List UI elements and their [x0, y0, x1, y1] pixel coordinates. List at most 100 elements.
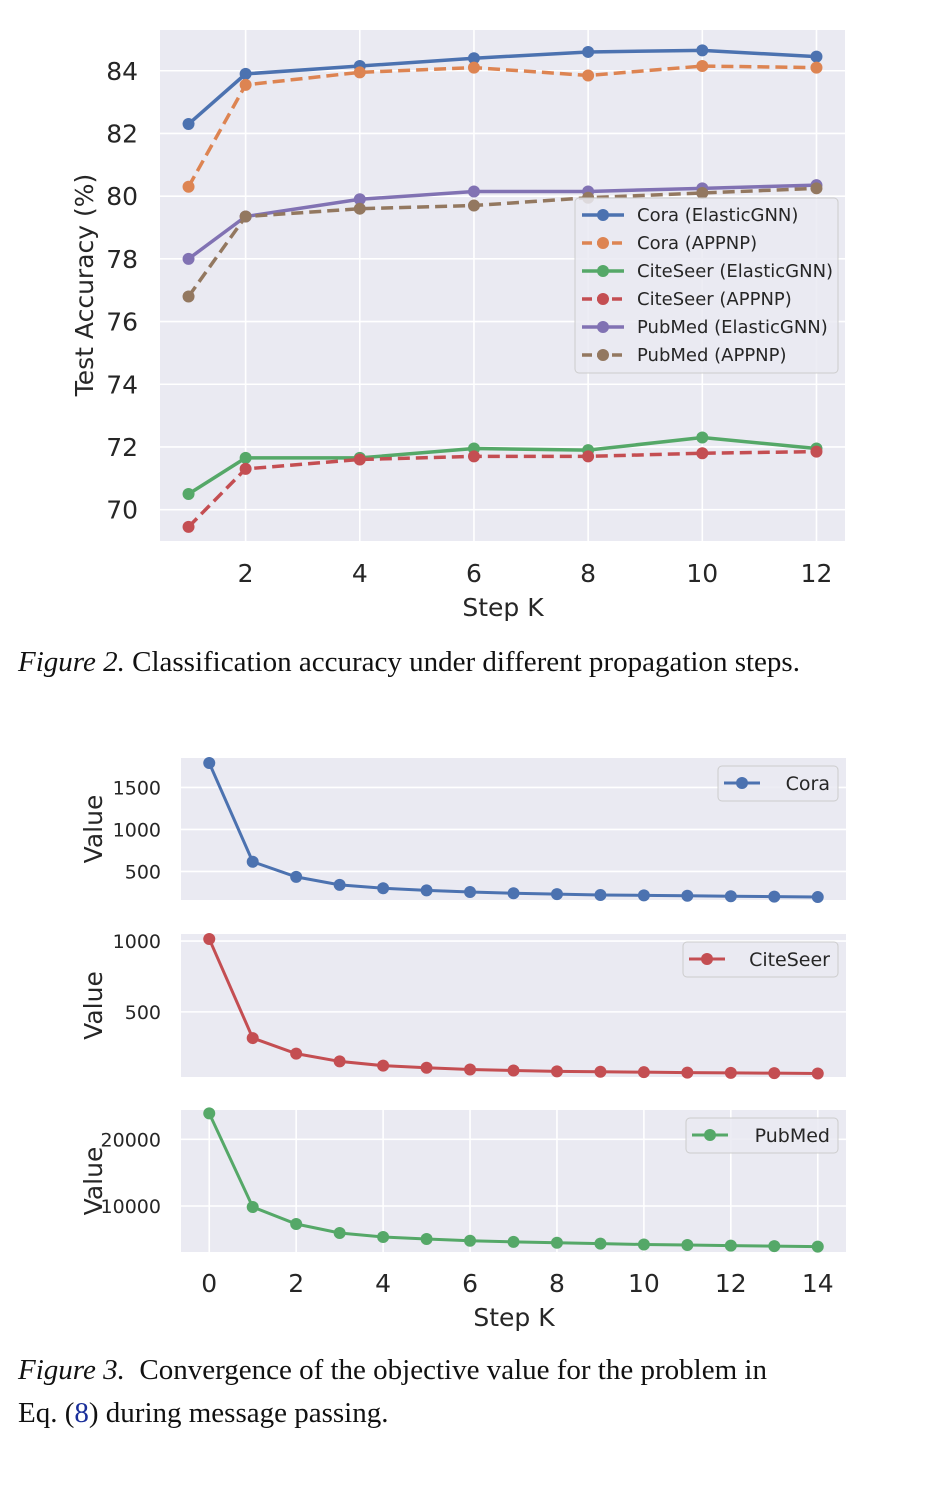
data-point — [182, 118, 195, 131]
data-point — [377, 1059, 390, 1072]
data-point — [420, 884, 433, 897]
data-point — [507, 887, 520, 900]
legend-marker — [597, 209, 609, 221]
y-tick-label: 500 — [125, 861, 161, 883]
y-tick-label: 84 — [106, 57, 138, 86]
data-point — [239, 462, 252, 475]
data-point — [203, 1107, 216, 1120]
data-point — [550, 1236, 563, 1249]
x-tick-label: 0 — [201, 1269, 217, 1298]
data-point — [811, 891, 824, 904]
legend — [682, 941, 839, 978]
y-tick-label: 1000 — [113, 931, 161, 953]
legend-marker — [597, 321, 609, 333]
data-point — [811, 1240, 824, 1253]
legend-marker — [701, 953, 713, 965]
figure3-caption-line1: Figure 3. Convergence of the objective v… — [18, 1354, 767, 1387]
data-point — [182, 252, 195, 265]
data-point — [467, 52, 480, 65]
data-point — [246, 1201, 259, 1213]
data-point — [464, 1063, 477, 1076]
data-point — [810, 445, 823, 458]
data-point — [724, 1066, 737, 1079]
y-tick-label: 10000 — [101, 1196, 161, 1218]
data-point — [467, 61, 480, 74]
data-point — [239, 78, 252, 91]
data-point — [637, 1066, 650, 1079]
data-point — [464, 886, 477, 899]
data-point — [637, 1238, 650, 1251]
data-point — [353, 193, 366, 206]
data-point — [696, 447, 709, 460]
data-point — [182, 290, 195, 303]
legend-label: Cora — [786, 773, 830, 795]
data-point — [810, 61, 823, 74]
figure2-caption: Figure 2. Classification accuracy under … — [18, 646, 800, 679]
data-point — [333, 1227, 346, 1239]
x-tick-label: 4 — [352, 559, 368, 588]
equation-link[interactable]: 8 — [74, 1397, 89, 1429]
y-axis-label: Value — [79, 1147, 108, 1216]
legend-label: Cora (APPNP) — [637, 233, 757, 254]
y-axis-label: Test Accuracy (%) — [70, 174, 99, 398]
legend-label: Cora (ElasticGNN) — [637, 205, 798, 226]
legend-label: PubMed (APPNP) — [637, 345, 787, 366]
y-tick-label: 76 — [106, 308, 138, 337]
data-point — [810, 182, 823, 195]
x-tick-label: 14 — [802, 1269, 834, 1298]
data-point — [420, 1233, 433, 1245]
legend — [717, 765, 839, 802]
legend-marker — [597, 265, 609, 277]
legend-marker — [736, 777, 748, 789]
data-point — [246, 1032, 259, 1045]
y-tick-label: 500 — [125, 1002, 161, 1024]
data-point — [239, 67, 252, 80]
legend-marker — [597, 293, 609, 305]
data-point — [594, 1065, 607, 1078]
data-point — [768, 1240, 781, 1253]
data-point — [811, 1067, 824, 1080]
legend-marker — [704, 1129, 716, 1141]
x-axis-label: Step K — [462, 593, 544, 622]
legend-label: CiteSeer (ElasticGNN) — [637, 261, 833, 282]
data-point — [246, 855, 259, 868]
data-point — [768, 890, 781, 903]
data-point — [182, 180, 195, 193]
x-tick-label: 10 — [686, 559, 718, 588]
x-tick-label: 12 — [801, 559, 833, 588]
data-point — [696, 44, 709, 57]
data-point — [377, 882, 390, 895]
legend-label: CiteSeer (APPNP) — [637, 289, 792, 310]
x-tick-label: 2 — [288, 1269, 304, 1298]
x-tick-label: 6 — [462, 1269, 478, 1298]
y-tick-label: 70 — [106, 496, 138, 525]
data-point — [377, 1231, 390, 1243]
data-point — [353, 202, 366, 215]
data-point — [582, 450, 595, 463]
data-point — [290, 1047, 303, 1060]
data-point — [182, 487, 195, 500]
data-point — [507, 1235, 520, 1248]
data-point — [420, 1061, 433, 1074]
data-point — [582, 45, 595, 58]
data-point — [333, 878, 346, 891]
data-point — [681, 1239, 694, 1251]
legend-label: PubMed (ElasticGNN) — [637, 317, 828, 338]
data-point — [810, 50, 823, 63]
x-tick-label: 8 — [580, 559, 596, 588]
data-point — [467, 185, 480, 198]
data-point — [203, 932, 216, 945]
data-point — [724, 890, 737, 903]
y-tick-label: 78 — [106, 245, 138, 274]
figure3-caption-line2: Eq. (8) during message passing. — [18, 1397, 389, 1430]
caption-text: Eq. ( — [18, 1397, 75, 1429]
data-point — [594, 888, 607, 901]
data-point — [290, 1218, 303, 1230]
data-point — [290, 870, 303, 883]
x-tick-label: 4 — [375, 1269, 391, 1298]
data-point — [203, 757, 216, 770]
y-tick-label: 82 — [106, 119, 138, 148]
data-point — [507, 1064, 520, 1077]
data-point — [464, 1234, 477, 1247]
